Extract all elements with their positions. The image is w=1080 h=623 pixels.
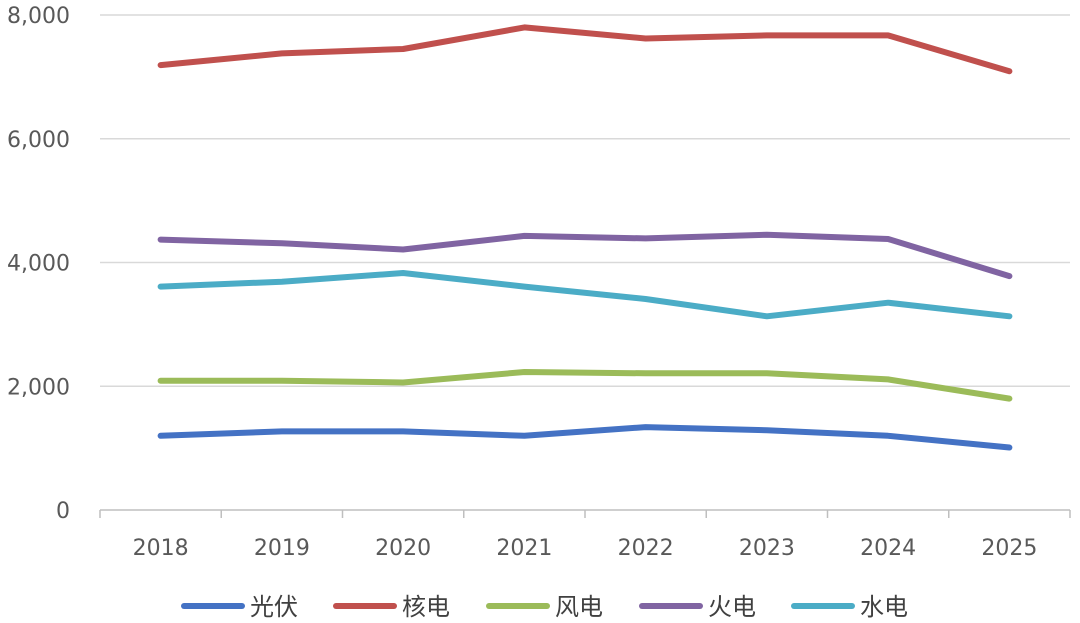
y-tick-label: 6,000 bbox=[7, 128, 70, 153]
y-tick-label: 0 bbox=[56, 499, 70, 524]
y-tick-label: 4,000 bbox=[7, 252, 70, 277]
x-tick-label: 2022 bbox=[618, 536, 674, 561]
x-tick-label: 2024 bbox=[860, 536, 916, 561]
legend-label-1: 核电 bbox=[402, 593, 450, 621]
y-tick-label: 8,000 bbox=[7, 4, 70, 29]
x-tick-label: 2023 bbox=[739, 536, 795, 561]
legend-label-4: 水电 bbox=[860, 593, 908, 621]
series-line-1 bbox=[157, 24, 1013, 75]
x-tick-label: 2020 bbox=[375, 536, 431, 561]
axes: 0 2,000 4,000 6,000 8,000 2018 2019 2020 2021 202… bbox=[7, 4, 1071, 561]
x-tick-label: 2019 bbox=[254, 536, 310, 561]
y-tick-label: 2,000 bbox=[7, 375, 70, 400]
series-line-2 bbox=[157, 369, 1013, 402]
legend: 光伏 核电 风电 火电 水电 bbox=[181, 593, 908, 621]
legend-label-0: 光伏 bbox=[250, 593, 298, 621]
series-line-0 bbox=[157, 424, 1013, 451]
series-line-4 bbox=[157, 270, 1013, 320]
x-tick-label: 2025 bbox=[981, 536, 1037, 561]
x-tick-label: 2018 bbox=[133, 536, 189, 561]
legend-label-3: 火电 bbox=[708, 593, 756, 621]
x-tick-label: 2021 bbox=[496, 536, 552, 561]
gridlines bbox=[100, 14, 1070, 387]
series-line-3 bbox=[157, 231, 1013, 280]
series-lines bbox=[157, 24, 1013, 451]
legend-label-2: 风电 bbox=[555, 593, 603, 621]
